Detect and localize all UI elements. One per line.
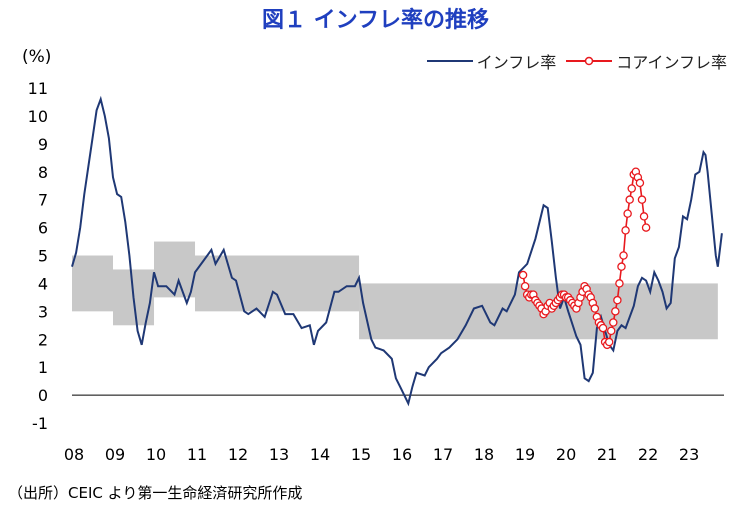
- x-tick-label: 13: [269, 445, 289, 464]
- x-tick-label: 19: [515, 445, 535, 464]
- core-point: [617, 262, 626, 271]
- core-point: [609, 318, 618, 327]
- target-band-2: [154, 241, 196, 298]
- y-tick-label: 7: [38, 191, 48, 210]
- core-point: [613, 295, 622, 305]
- core-point: [590, 304, 600, 313]
- legend-label-core: コアインフレ率: [616, 53, 727, 72]
- legend: インフレ率 コアインフレ率: [417, 49, 727, 73]
- source-note: （出所）CEIC より第一生命経済研究所作成: [8, 484, 303, 502]
- core-point: [625, 195, 634, 204]
- core-point: [623, 209, 632, 218]
- x-tick-label: 18: [474, 445, 494, 464]
- x-tick-label: 14: [310, 445, 330, 464]
- y-tick-label: 8: [38, 163, 48, 182]
- core-point: [635, 178, 645, 188]
- x-tick-label: 17: [433, 445, 453, 464]
- legend-label-inflation: インフレ率: [476, 53, 557, 72]
- y-axis-unit: (%): [22, 47, 52, 67]
- x-tick-label: 11: [187, 445, 207, 464]
- x-tick-label: 21: [597, 445, 617, 464]
- x-tick-label: 23: [679, 445, 699, 464]
- core-point: [621, 226, 630, 235]
- y-tick-label: -1: [32, 414, 48, 433]
- y-tick-label: 4: [38, 274, 48, 293]
- core-point: [611, 307, 620, 316]
- core-point: [639, 212, 649, 221]
- y-tick-label: 6: [38, 219, 48, 238]
- legend-line-core: [566, 56, 613, 66]
- legend-item-inflation: インフレ率: [426, 49, 557, 73]
- x-tick-label: 16: [392, 445, 412, 464]
- y-tick-label: 5: [38, 247, 48, 266]
- x-tick-label: 09: [105, 445, 125, 464]
- x-tick-label: 15: [351, 445, 371, 464]
- core-point: [604, 337, 614, 347]
- y-tick-label: 9: [38, 135, 48, 154]
- core-point: [520, 281, 530, 291]
- y-tick-label: 0: [38, 386, 48, 405]
- chart-title: 図１ インフレ率の推移: [262, 8, 489, 33]
- core-point: [518, 270, 528, 280]
- core-point: [598, 323, 608, 333]
- y-tick-label: 10: [28, 107, 48, 126]
- x-tick-label: 10: [146, 445, 166, 464]
- x-tick-label: 08: [64, 445, 84, 464]
- target-band-3: [195, 255, 360, 312]
- series-line-inflation: [71, 95, 723, 407]
- core-point: [606, 326, 616, 336]
- x-tick-label: 20: [556, 445, 576, 464]
- core-point: [627, 184, 636, 193]
- x-tick-label: 12: [228, 445, 248, 464]
- y-tick-label: 1: [38, 358, 48, 377]
- y-tick-label: 2: [38, 330, 48, 349]
- y-tick-label: 11: [28, 79, 48, 98]
- core-point: [615, 279, 624, 288]
- core-point: [637, 195, 647, 204]
- core-point: [641, 223, 651, 232]
- x-tick-label: 22: [638, 445, 658, 464]
- target-band-0: [72, 255, 114, 312]
- y-tick-label: 3: [38, 302, 48, 321]
- legend-line-inflation: [426, 60, 473, 62]
- core-point: [619, 251, 628, 260]
- legend-item-core: コアインフレ率: [566, 49, 727, 73]
